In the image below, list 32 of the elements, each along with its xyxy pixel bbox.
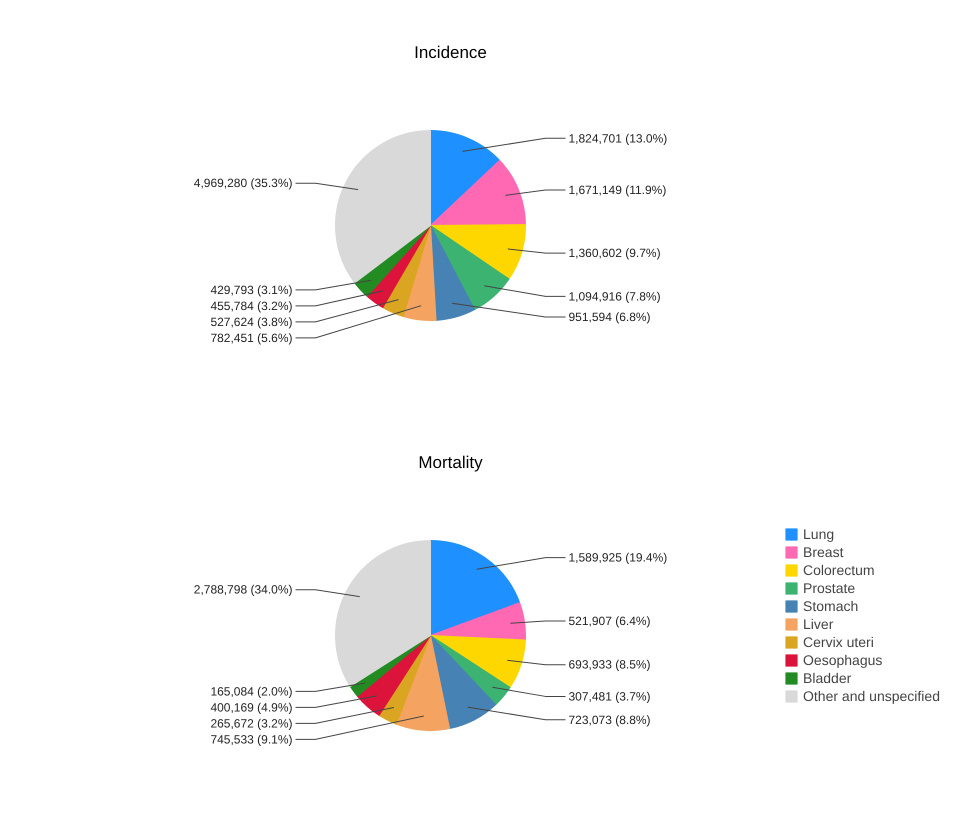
legend-label: Breast	[803, 544, 844, 560]
chart-title: Mortality	[418, 453, 484, 472]
data-label: 400,169 (4.9%)	[210, 700, 293, 714]
data-label: 951,594 (6.8%)	[568, 310, 651, 324]
data-label: 782,451 (5.6%)	[210, 330, 293, 345]
data-label: 4,969,280 (35.3%)	[194, 176, 293, 190]
data-label: 2,788,798 (34.0%)	[194, 582, 293, 597]
data-label: 521,907 (6.4%)	[568, 614, 651, 628]
legend-label: Other and unspecified	[803, 688, 940, 704]
legend-label: Liver	[803, 616, 834, 632]
legend-label: Stomach	[803, 598, 858, 614]
data-label: 723,073 (8.8%)	[568, 712, 651, 727]
data-label: 429,793 (3.1%)	[210, 282, 293, 297]
data-label: 527,624 (3.8%)	[210, 314, 293, 329]
data-label: 1,094,916 (7.8%)	[568, 289, 661, 304]
legend-label: Lung	[803, 526, 834, 542]
legend-label: Prostate	[803, 580, 856, 596]
data-label: 265,672 (3.2%)	[210, 716, 293, 730]
data-label: 1,360,602 (9.7%)	[568, 246, 661, 260]
data-label: 1,671,149 (11.9%)	[568, 183, 666, 198]
data-label: 455,784 (3.2%)	[210, 298, 293, 313]
legend-label: Bladder	[803, 670, 852, 686]
data-label: 307,481 (3.7%)	[568, 689, 651, 704]
legend-label: Cervix uteri	[803, 634, 874, 650]
data-label: 165,084 (2.0%)	[210, 684, 293, 698]
data-label: 693,933 (8.5%)	[568, 658, 651, 672]
data-label: 1,824,701 (13.0%)	[568, 131, 668, 146]
legend-label: Oesophagus	[803, 652, 882, 668]
data-label: 1,589,925 (19.4%)	[568, 550, 668, 565]
chart-title: Incidence	[414, 43, 487, 62]
legend-label: Colorectum	[803, 562, 875, 578]
data-label: 745,533 (9.1%)	[210, 732, 293, 746]
